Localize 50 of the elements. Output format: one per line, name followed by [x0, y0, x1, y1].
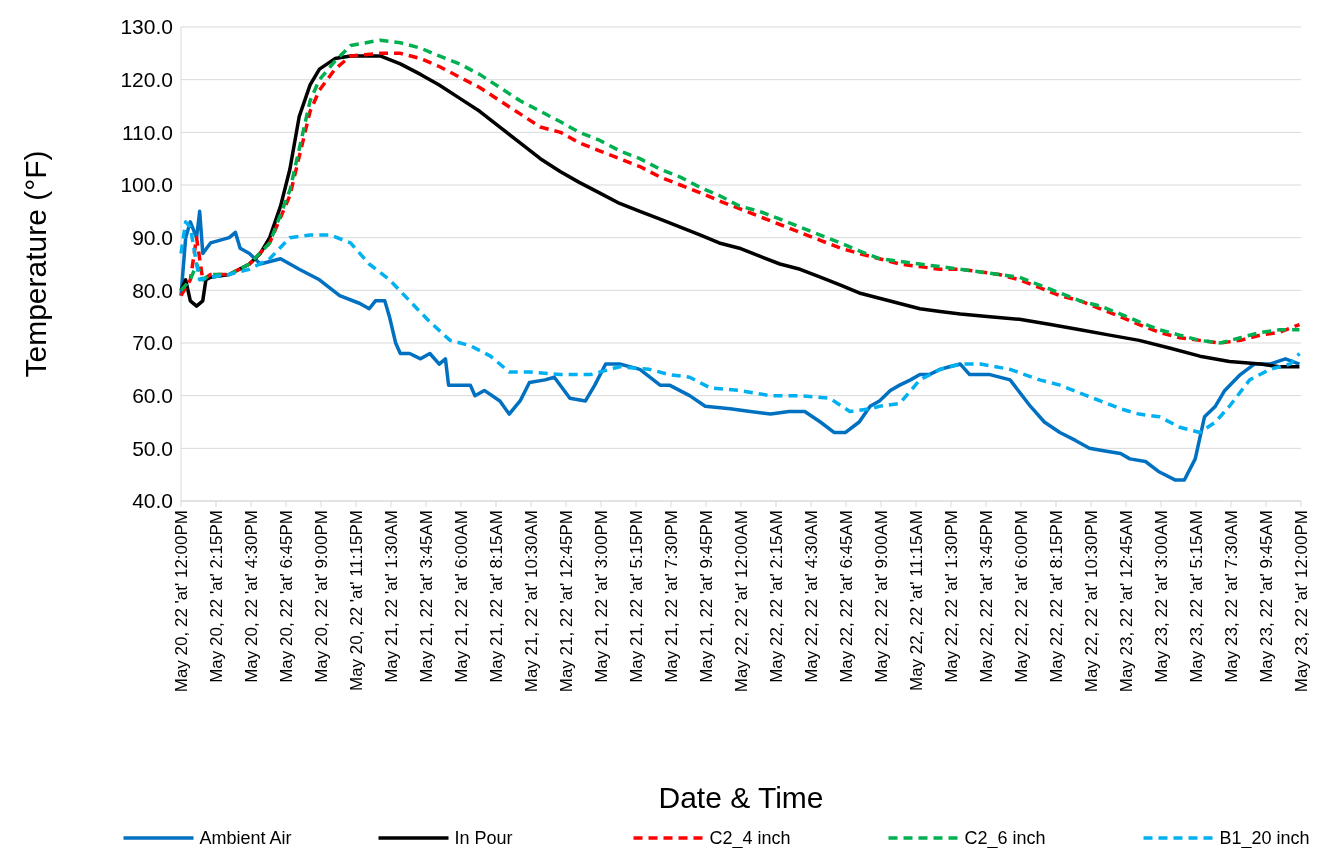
- x-tick-label: May 20, 22 'at' 6:45PM: [276, 510, 296, 683]
- x-tick-label: May 23, 22 'at' 12:00PM: [1291, 510, 1311, 693]
- x-tick-label: May 22, 22 'at' 6:00PM: [1011, 510, 1031, 683]
- x-tick-label: May 21, 22 'at' 12:45PM: [556, 510, 576, 693]
- y-tick-label: 70.0: [132, 331, 173, 355]
- legend-label: B1_20 inch: [1219, 828, 1310, 850]
- x-tick-label: May 23, 22 'at' 9:45AM: [1256, 510, 1276, 683]
- x-tick-label: May 21, 22 'at' 6:00AM: [451, 510, 471, 683]
- x-tick-label: May 23, 22 'at' 12:45AM: [1116, 510, 1136, 693]
- y-tick-label: 110.0: [122, 120, 173, 144]
- x-tick-label: May 23, 22 'at' 5:15AM: [1186, 510, 1206, 683]
- y-tick-label: 80.0: [132, 278, 173, 302]
- x-axis-title: Date & Time: [658, 781, 824, 814]
- x-tick-label: May 21, 22 'at' 8:15AM: [486, 510, 506, 683]
- legend-label: C2_4 inch: [709, 828, 791, 850]
- x-tick-label: May 22, 22 'at' 6:45AM: [836, 510, 856, 683]
- y-tick-label: 120.0: [120, 68, 173, 92]
- x-tick-label: May 20, 22 'at' 9:00PM: [311, 510, 331, 683]
- x-tick-label: May 22, 22 'at' 1:30PM: [941, 510, 961, 683]
- x-tick-label: May 22, 22 'at' 2:15AM: [766, 510, 786, 683]
- y-axis-title: Temperature (°F): [19, 150, 52, 378]
- y-tick-label: 130.0: [120, 15, 173, 39]
- x-tick-label: May 20, 22 'at' 11:15PM: [346, 510, 366, 691]
- x-tick-label: May 22, 22 'at' 10:30PM: [1081, 510, 1101, 693]
- x-tick-label: May 21, 22 'at' 1:30AM: [381, 510, 401, 683]
- x-tick-label: May 21, 22 'at' 3:00PM: [591, 510, 611, 683]
- x-tick-label: May 20, 22 'at' 2:15PM: [206, 510, 226, 683]
- x-tick-label: May 22, 22 'at' 9:00AM: [871, 510, 891, 683]
- legend-label: In Pour: [454, 828, 513, 849]
- x-tick-label: May 22, 22 'at' 4:30AM: [801, 510, 821, 683]
- y-tick-label: 40.0: [132, 489, 173, 513]
- x-tick-label: May 22, 22 'at' 12:00AM: [731, 510, 751, 693]
- x-tick-label: May 20, 22 'at' 4:30PM: [241, 510, 261, 683]
- x-tick-label: May 21, 22 'at' 7:30PM: [661, 510, 681, 683]
- y-tick-label: 90.0: [132, 226, 173, 250]
- y-tick-label: 60.0: [132, 384, 173, 408]
- y-tick-label: 100.0: [120, 173, 173, 197]
- x-tick-label: May 22, 22 'at' 3:45PM: [976, 510, 996, 683]
- x-tick-label: May 22, 22 'at' 8:15PM: [1046, 510, 1066, 683]
- x-tick-label: May 23, 22 'at' 7:30AM: [1221, 510, 1241, 683]
- legend-label: Ambient Air: [199, 828, 292, 849]
- x-tick-label: May 21, 22 'at' 9:45PM: [696, 510, 716, 683]
- x-tick-label: May 21, 22 'at' 3:45AM: [416, 510, 436, 683]
- x-tick-label: May 20, 22 'at' 12:00PM: [171, 510, 191, 693]
- legend-label: C2_6 inch: [964, 828, 1046, 850]
- x-tick-label: May 23, 22 'at' 3:00AM: [1151, 510, 1171, 683]
- x-tick-label: May 21, 22 'at' 5:15PM: [626, 510, 646, 683]
- x-tick-label: May 21, 22 'at' 10:30AM: [521, 510, 541, 693]
- x-tick-label: May 22, 22 'at' 11:15AM: [906, 510, 926, 691]
- y-tick-label: 50.0: [132, 436, 173, 460]
